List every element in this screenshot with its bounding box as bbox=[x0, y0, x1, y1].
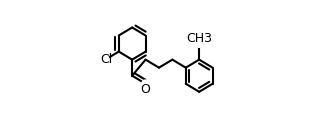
Circle shape bbox=[102, 56, 109, 63]
Text: CH3: CH3 bbox=[186, 32, 212, 45]
Circle shape bbox=[142, 80, 149, 88]
Circle shape bbox=[195, 40, 203, 47]
Text: Cl: Cl bbox=[101, 53, 113, 66]
Text: O: O bbox=[141, 83, 150, 96]
